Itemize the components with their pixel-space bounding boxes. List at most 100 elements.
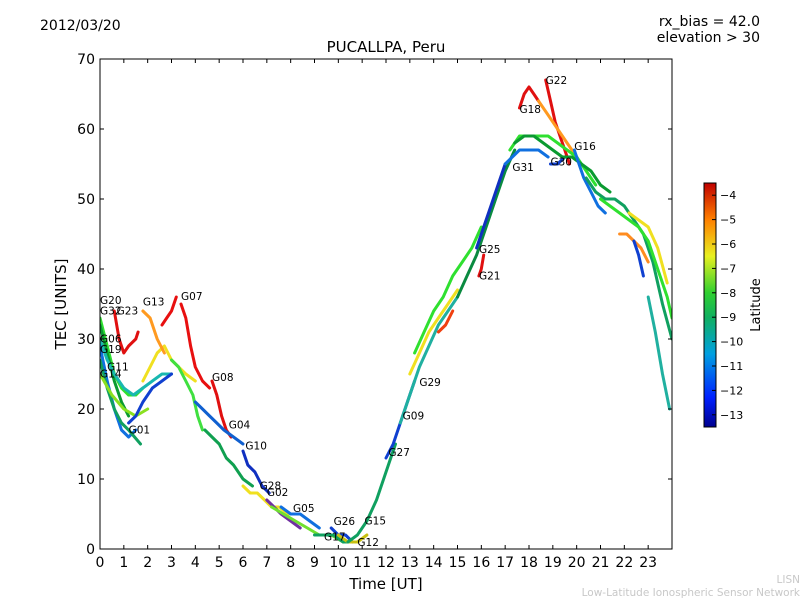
- x-tick-label: 9: [310, 555, 319, 571]
- colorbar: −4 −5 −6 −7 −8 −9 −10 −11 −12 −13 Latitude: [703, 182, 764, 428]
- series-line-g15: [346, 442, 397, 544]
- x-axis-label: Time [UT]: [348, 575, 422, 593]
- series-line-g07b: [170, 358, 204, 432]
- x-tick-label: 0: [96, 555, 105, 571]
- satellite-label-g29: G29: [419, 377, 441, 389]
- series-line-g32: [100, 323, 131, 418]
- series-line-g05: [279, 505, 321, 530]
- y-tick-label: 60: [77, 122, 95, 138]
- x-tick-label: 23: [639, 555, 657, 571]
- satellite-label-g19: G19: [100, 344, 122, 356]
- satellite-label-g25: G25: [479, 244, 501, 256]
- x-tick-label: 22: [615, 555, 633, 571]
- series-line-g19: [100, 344, 138, 439]
- colorbar-tick-label: −7: [720, 262, 736, 275]
- x-tick-label: 20: [568, 555, 586, 571]
- date-label: 2012/03/20: [40, 18, 121, 34]
- x-tick-label: 17: [496, 555, 514, 571]
- satellite-label-g06: G06: [100, 334, 122, 346]
- colorbar-tick-label: −4: [720, 189, 736, 202]
- x-tick-label: 18: [520, 555, 538, 571]
- rx-bias-label: rx_bias = 42.0: [658, 14, 760, 30]
- y-tick-label: 20: [77, 402, 95, 418]
- y-tick-label: 70: [77, 52, 95, 68]
- satellite-label-g10: G10: [245, 441, 267, 453]
- series-line-g29: [408, 288, 459, 376]
- satellite-label-g07: G07: [181, 291, 203, 303]
- series-line-g08b: [193, 400, 245, 446]
- x-tick-label: 13: [401, 555, 419, 571]
- series-line-g29b: [413, 225, 483, 355]
- parameters-label: rx_bias = 42.0 elevation > 30: [657, 14, 760, 46]
- elevation-label: elevation > 30: [656, 30, 760, 46]
- x-tick-label: 1: [119, 555, 128, 571]
- series-line-g04: [203, 428, 254, 488]
- series-line-g25: [456, 148, 517, 299]
- series-line-g16g: [646, 295, 672, 411]
- x-tick-label: 5: [215, 555, 224, 571]
- series-line-g22: [544, 78, 571, 166]
- series-line-g16: [572, 148, 607, 215]
- satellite-label-g27: G27: [388, 447, 410, 459]
- satellite-label-g14: G14: [100, 369, 122, 381]
- satellite-label-g28: G28: [260, 481, 282, 493]
- series-line-g13b: [160, 295, 178, 327]
- x-tick-label: 6: [239, 555, 248, 571]
- colorbar-tick-label: −13: [720, 409, 743, 422]
- y-tick-label: 10: [77, 472, 95, 488]
- y-axis-label: TEC [UNITS]: [52, 259, 70, 351]
- x-tick-label: 3: [167, 555, 176, 571]
- satellite-label-g31: G31: [512, 162, 534, 174]
- series-line-g13: [141, 344, 197, 383]
- colorbar-ticks: −4 −5 −6 −7 −8 −9 −10 −11 −12 −13: [712, 189, 743, 422]
- x-axis: 0 1 2 3 4 5 6 7 8 9 10 11 12 13 14 15 16 17 18 19 20 21 22 23: [96, 59, 657, 571]
- colorbar-tick-label: −5: [720, 214, 736, 227]
- y-tick-label: 40: [77, 262, 95, 278]
- credit-text: LISN Low-Latitude Ionospheric Sensor Net…: [582, 574, 800, 600]
- colorbar-tick-label: −8: [720, 287, 736, 300]
- series-line-g09: [398, 295, 459, 425]
- series-line-g25b: [475, 162, 507, 250]
- x-tick-label: 15: [449, 555, 467, 571]
- colorbar-tick-label: −6: [720, 238, 736, 251]
- series-line-g22b: [537, 99, 579, 159]
- satellite-label-g26: G26: [334, 516, 356, 528]
- series-line-g30c: [513, 134, 612, 194]
- series-line-g16e: [632, 239, 645, 278]
- satellite-label-g12: G12: [357, 537, 379, 549]
- chart-title: PUCALLPA, Peru: [327, 38, 446, 56]
- x-tick-label: 16: [472, 555, 490, 571]
- series-line-g30: [549, 155, 567, 166]
- satellite-label-g01: G01: [129, 425, 151, 437]
- credit-line-1: LISN: [776, 574, 800, 586]
- x-tick-label: 8: [286, 555, 295, 571]
- colorbar-tick-label: −10: [720, 336, 743, 349]
- satellite-label-g22: G22: [546, 75, 568, 87]
- satellite-label-g04: G04: [229, 420, 251, 432]
- satellite-label-g16: G16: [574, 141, 596, 153]
- series-line-g23: [112, 309, 140, 355]
- x-tick-label: 7: [262, 555, 271, 571]
- series-line-g18: [518, 85, 540, 110]
- series-line-g14: [100, 372, 150, 418]
- satellite-label-g09: G09: [403, 411, 425, 423]
- x-tick-label: 21: [592, 555, 610, 571]
- colorbar-tick-label: −9: [720, 311, 736, 324]
- series-line-g16c: [599, 197, 672, 320]
- x-tick-label: 11: [353, 555, 371, 571]
- colorbar-tick-label: −11: [720, 360, 743, 373]
- series-line-g21: [477, 253, 486, 278]
- satellite-label-g15: G15: [365, 516, 387, 528]
- series-layer: [100, 78, 672, 544]
- series-line-g10: [241, 449, 271, 495]
- series-line-g16f: [627, 211, 669, 285]
- x-tick-label: 12: [377, 555, 395, 571]
- satellite-label-g21: G21: [479, 271, 501, 283]
- satellite-label-g08: G08: [212, 372, 234, 384]
- series-line-g06: [100, 337, 173, 397]
- y-tick-label: 0: [86, 542, 95, 558]
- colorbar-tick-label: −12: [720, 384, 743, 397]
- satellite-label-g17: G17: [324, 532, 346, 544]
- satellite-label-g13: G13: [143, 296, 165, 308]
